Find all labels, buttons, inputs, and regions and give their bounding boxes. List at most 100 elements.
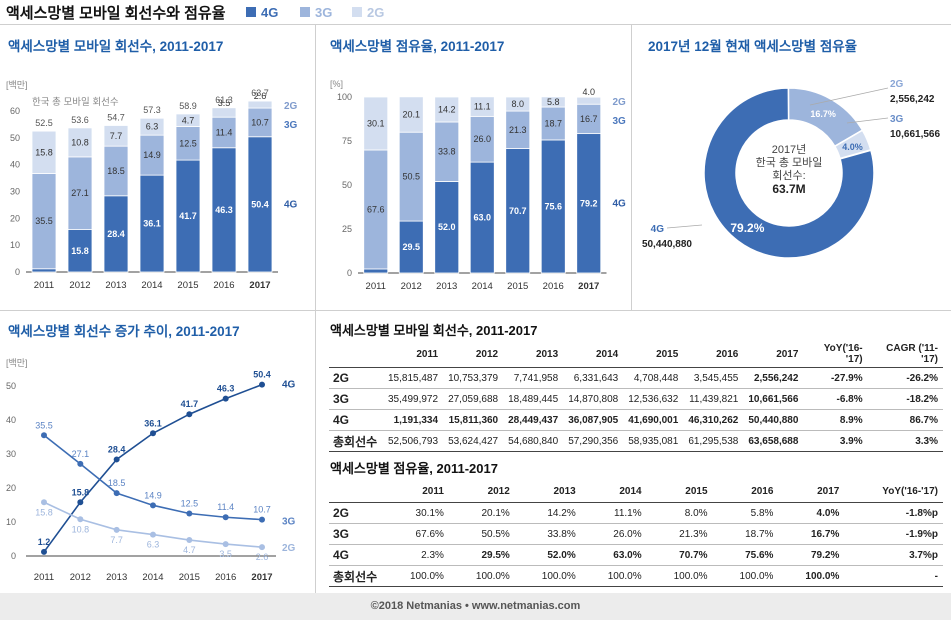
- point-label: 10.8: [72, 524, 90, 534]
- table-row: 총회선수 52,506,793 53,624,427 54,680,840 57,290…: [329, 430, 943, 452]
- bar-4g: [398, 220, 424, 274]
- series-label-3g: 3G: [613, 116, 627, 127]
- point-label: 4.7: [183, 545, 196, 555]
- table-row: 2G 30.1% 20.1% 14.2% 11.1% 8.0% 5.8% 4.0% -1.8%p: [329, 502, 943, 524]
- table-cell: 15,815,487: [383, 367, 444, 389]
- bar-3g: [540, 106, 566, 141]
- table-cell: 50.5%: [448, 523, 515, 545]
- bar-4g: [211, 147, 237, 273]
- table-cell: 5.8%: [712, 502, 779, 524]
- data-label: 16.7: [580, 114, 598, 124]
- data-label: 29.5: [402, 242, 420, 252]
- table-cell: 52.0%: [514, 544, 581, 566]
- table-header-cell: YoY('16-'17): [844, 480, 943, 503]
- y-tick-label: 0: [11, 551, 16, 561]
- point-2g: [186, 537, 193, 544]
- point-label: 14.9: [144, 490, 162, 500]
- table-cell: 79.2%: [778, 544, 845, 566]
- point-2g: [113, 526, 120, 533]
- table-cell: 67.6%: [383, 523, 449, 545]
- table-cell: 100.0%: [514, 565, 581, 587]
- table-cell: 30.1%: [383, 502, 449, 524]
- table-cell: -1.9%p: [844, 523, 943, 545]
- bar-4g: [103, 195, 129, 273]
- point-2g: [41, 499, 47, 506]
- table-row-label: 4G: [329, 409, 383, 431]
- table-cell: 100.0%: [778, 565, 845, 587]
- table-row-label: 총회선수: [329, 430, 383, 452]
- bar-2g: [31, 130, 57, 174]
- table-cell: 2,556,242: [743, 367, 804, 389]
- table-row: 3G 67.6% 50.5% 33.8% 26.0% 21.3% 18.7% 16.7% -1.…: [329, 523, 943, 545]
- table-row-label: 3G: [329, 388, 383, 410]
- y-tick-label: 20: [6, 483, 16, 493]
- table-cell: 4,708,448: [623, 367, 684, 389]
- table-cell: -26.2%: [867, 367, 943, 389]
- bar-4g: [363, 268, 389, 274]
- table-cell: 21.3%: [646, 523, 713, 545]
- chart3-svg: 79.2% 16.7% 4.0% 2017년 한국 총 모바일 회선수: 63.7M…: [642, 79, 940, 259]
- table-cell: 70.7%: [646, 544, 713, 566]
- y-tick-label: 40: [6, 415, 16, 425]
- table-cell: 33.8%: [514, 523, 581, 545]
- y-tick-label: 25: [342, 224, 352, 234]
- data-label: 4.7: [182, 115, 195, 125]
- table-cell: 10,753,379: [443, 367, 504, 389]
- donut-value-label: 79.2%: [730, 221, 764, 235]
- bar-3g: [175, 126, 201, 161]
- y-tick-label: 10: [10, 240, 20, 250]
- y-tick-label: 20: [10, 213, 20, 223]
- legend-2g-label: 2G: [367, 4, 385, 20]
- data-label: 3.5: [218, 98, 231, 108]
- table-cell: 2.3%: [383, 544, 449, 566]
- x-tick-label: 2016: [543, 281, 564, 292]
- panel-divider-1: [315, 25, 316, 310]
- table-cell: 4.0%: [778, 502, 845, 524]
- x-tick-label: 2016: [215, 572, 236, 583]
- table-cell: 11.1%: [580, 502, 647, 524]
- bar-4g: [505, 148, 531, 274]
- legend-4g-label: 4G: [261, 4, 279, 20]
- total-label: 57.3: [143, 105, 161, 115]
- legend-3g: 3G: [300, 4, 332, 20]
- table-cell: 12,536,632: [623, 388, 684, 410]
- bar-3g: [211, 116, 237, 149]
- table-cell: 28,449,437: [503, 409, 564, 431]
- main-title: 액세스망별 모바일 회선수와 점유율: [6, 5, 226, 22]
- table-header-cell: 2016: [712, 480, 779, 503]
- chart1-bars: 1.235.515.852.515.827.110.853.628.418.57…: [31, 88, 298, 273]
- series-label-2g: 2G: [282, 543, 296, 554]
- panel-divider-4: [315, 311, 316, 593]
- y-tick-label: 40: [10, 160, 20, 170]
- table-header-cell: 2015: [646, 480, 713, 503]
- table-row-label: 2G: [329, 502, 383, 524]
- series-label-4g: 4G: [282, 380, 296, 391]
- bar-3g: [398, 131, 424, 222]
- data-label: 5.8: [547, 97, 560, 107]
- point-3g: [222, 514, 229, 521]
- table-row-label: 3G: [329, 523, 383, 545]
- data-label: 15.8: [71, 246, 89, 256]
- table-header-cell: 2011: [383, 480, 449, 503]
- data-label: 4.0: [582, 87, 595, 97]
- x-tick-label: 2012: [69, 280, 90, 291]
- data-label: 75.6: [544, 201, 562, 211]
- legend-2g-swatch: [352, 7, 362, 17]
- table-cell: 58,935,081: [623, 430, 684, 452]
- data-label: 33.8: [438, 147, 456, 157]
- donut-center-line1: 2017년: [772, 143, 807, 156]
- table-header-cell: YoY('16-'17): [803, 341, 868, 368]
- point-label: 11.4: [217, 502, 234, 512]
- table-row: 총회선수 100.0% 100.0% 100.0% 100.0% 100.0% 100.0%…: [329, 565, 943, 587]
- data-label: 35.5: [35, 216, 53, 226]
- table-cell: -6.8%: [803, 388, 868, 410]
- x-tick-label: 2014: [142, 572, 163, 583]
- series-label-3g: 3G: [284, 120, 298, 131]
- y-tick-label: 30: [6, 449, 16, 459]
- table-cell: 6,331,643: [563, 367, 624, 389]
- total-label: 58.9: [179, 101, 197, 111]
- table-cell: 11,439,821: [683, 388, 744, 410]
- point-label: 3.5: [219, 549, 232, 559]
- table1-title: 액세스망별 모바일 회선수, 2011-2017: [330, 323, 538, 338]
- table-cell: 20.1%: [448, 502, 515, 524]
